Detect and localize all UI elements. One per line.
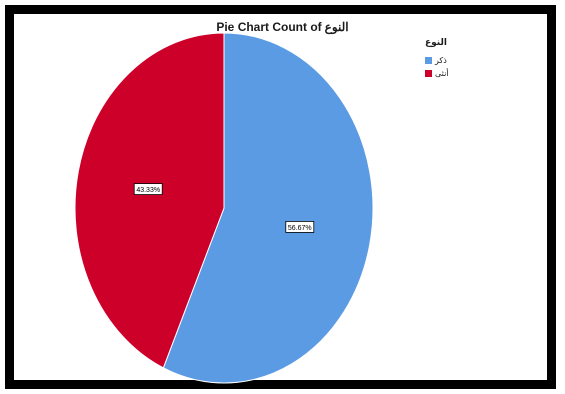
legend-item: ذكر <box>425 54 449 66</box>
pie-data-label-1: 43.33% <box>133 183 163 195</box>
legend-item: أنثى <box>425 67 449 79</box>
pie-slice-1 <box>74 32 225 369</box>
legend-title: النوع <box>425 38 447 48</box>
legend-swatch-male <box>425 56 432 64</box>
legend-swatch-female <box>425 69 432 77</box>
pie-data-label-text: 43.33% <box>136 187 160 194</box>
chart-title: Pie Chart Count of النوع <box>0 20 565 34</box>
pie-data-label-box <box>133 183 163 195</box>
legend: النوع ذكر أنثى <box>425 38 449 80</box>
pie-slice-0 <box>162 32 374 384</box>
pie-data-label-box <box>285 221 315 233</box>
pie-data-label-0: 56.67% <box>285 221 315 233</box>
chart-title-prefix: Pie Chart Count of <box>216 20 322 34</box>
chart-title-variable: النوع <box>324 20 349 34</box>
legend-label-male: ذكر <box>435 55 447 65</box>
legend-label-female: أنثى <box>435 68 449 78</box>
pie-data-label-text: 56.67% <box>288 225 312 232</box>
